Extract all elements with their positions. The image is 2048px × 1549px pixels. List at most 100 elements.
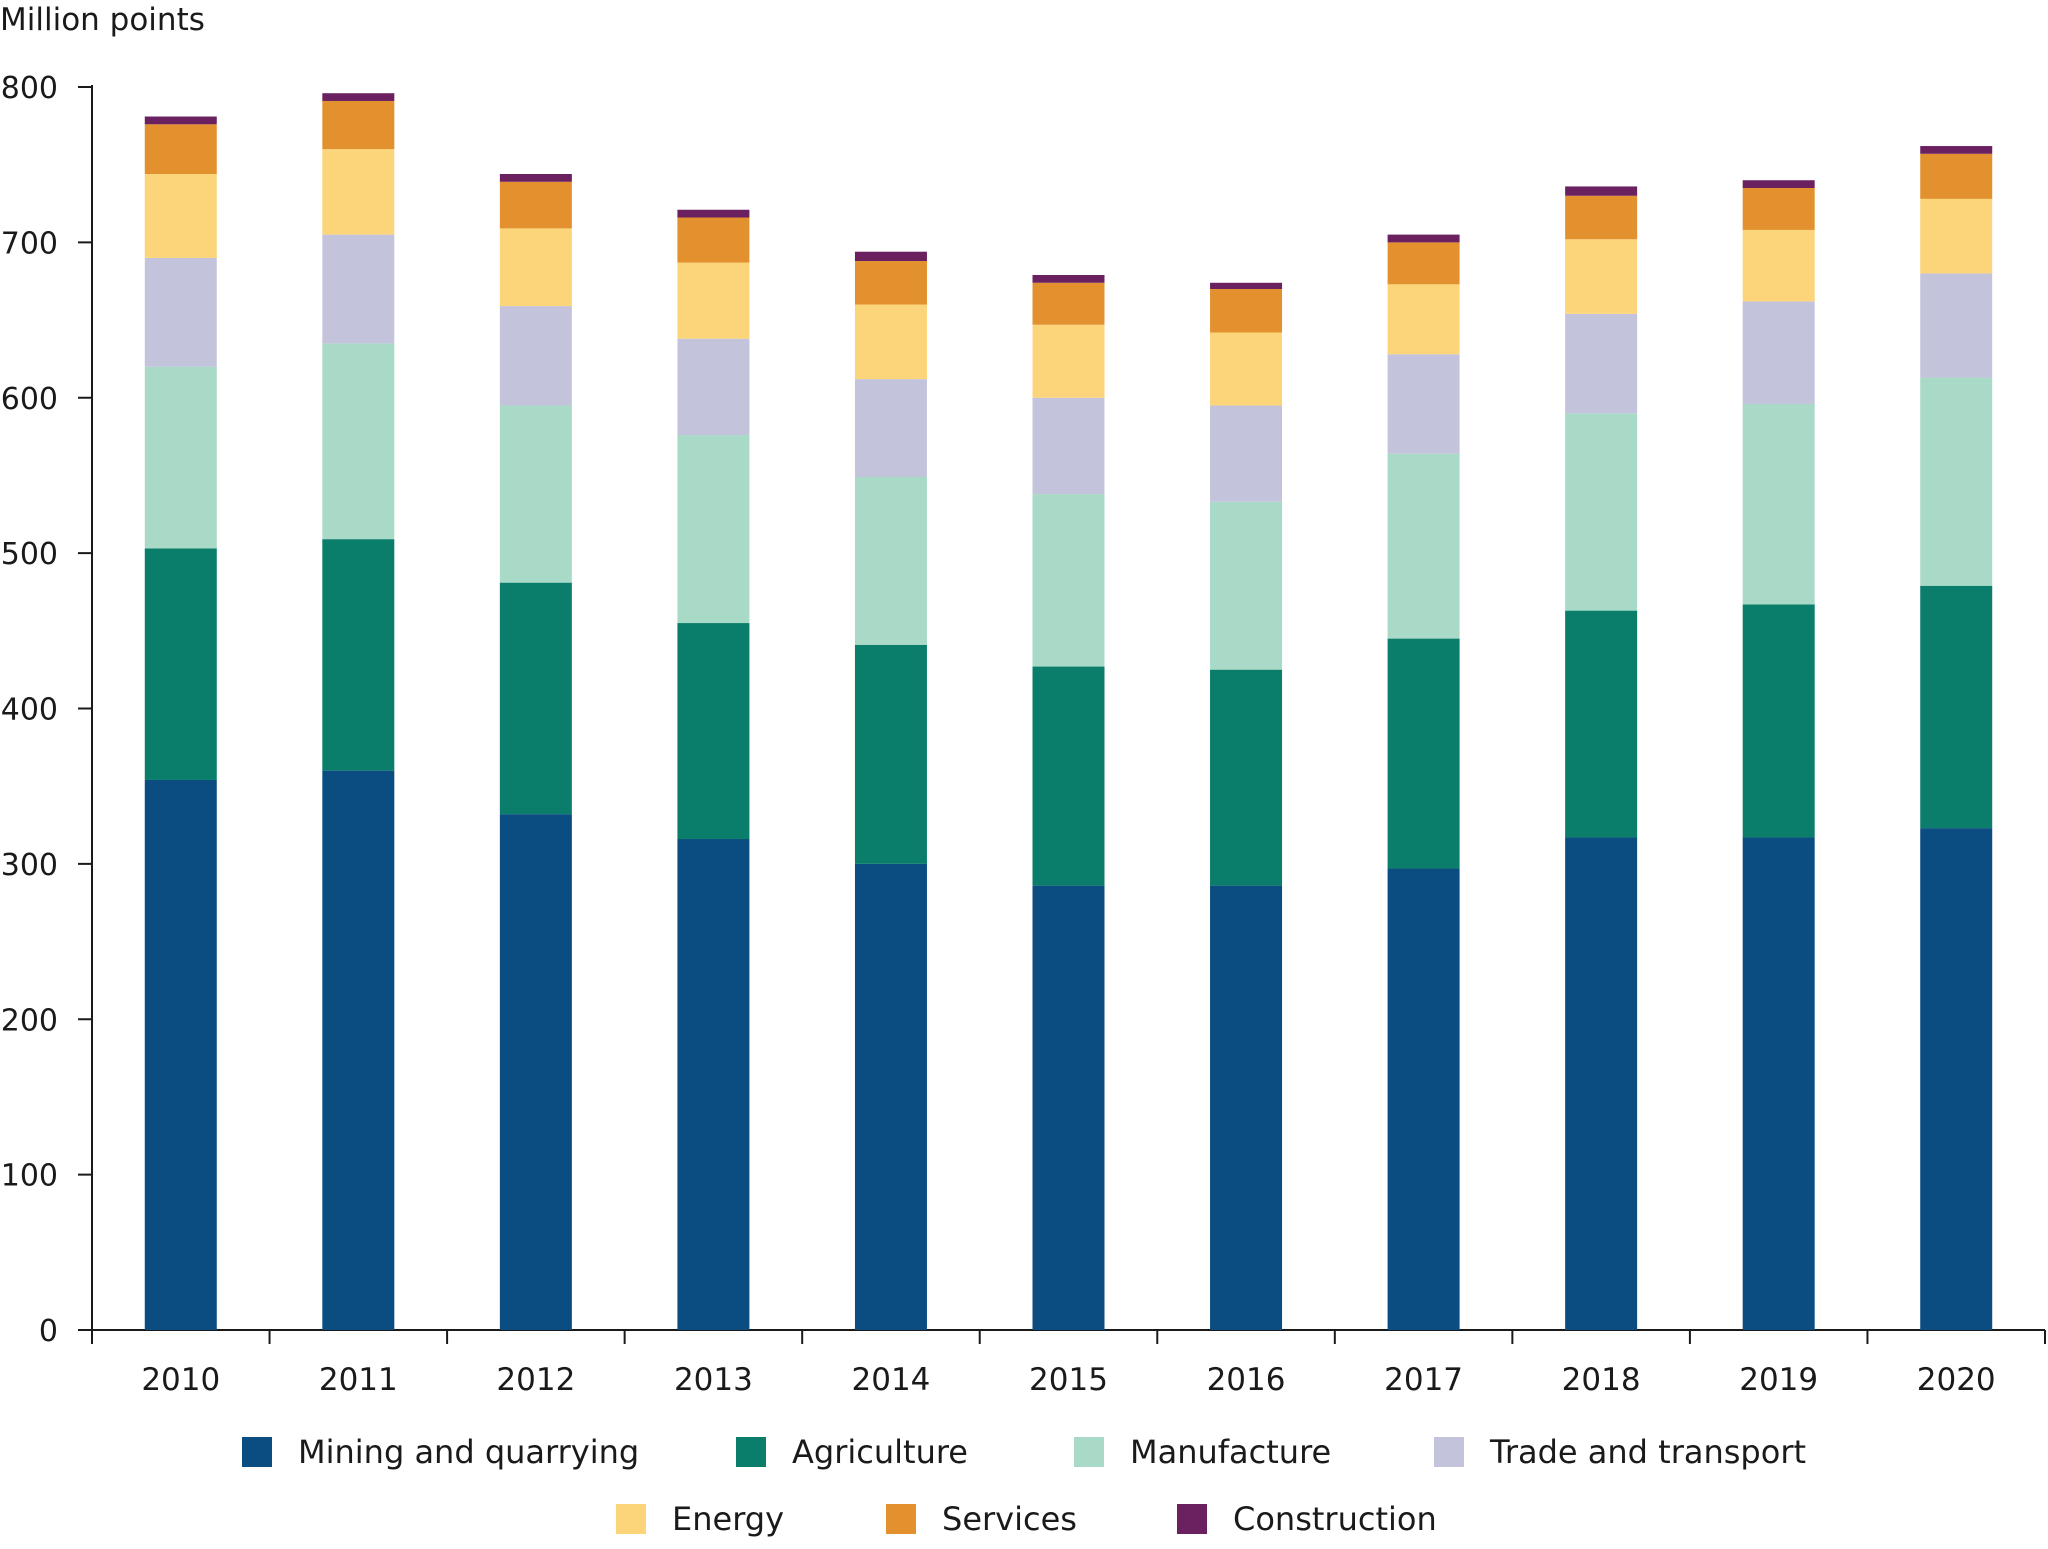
bar-segment-construction-2013 xyxy=(677,209,750,218)
legend-item-agriculture: Agriculture xyxy=(736,1422,968,1482)
bar-segment-energy-2012 xyxy=(499,228,572,307)
x-tick-label: 2017 xyxy=(1384,1362,1463,1398)
bar-segment-manufacture-2014 xyxy=(854,476,927,645)
bar-segment-services-2019 xyxy=(1742,187,1815,230)
x-tick-label: 2019 xyxy=(1739,1362,1818,1398)
bar-segment-energy-2019 xyxy=(1742,229,1815,302)
bar-segment-services-2010 xyxy=(144,124,217,175)
bar-segment-agriculture-2010 xyxy=(144,548,217,780)
y-tick-label: 500 xyxy=(1,537,58,572)
y-tick-label: 400 xyxy=(1,693,58,728)
legend-item-trade-and-transport: Trade and transport xyxy=(1434,1422,1806,1482)
bar-segment-agriculture-2014 xyxy=(854,644,927,864)
bar-segment-energy-2016 xyxy=(1210,332,1283,406)
bar-segment-energy-2011 xyxy=(322,149,395,235)
x-tick-label: 2018 xyxy=(1562,1362,1641,1398)
legend-label: Trade and transport xyxy=(1490,1433,1807,1471)
bar-segment-energy-2017 xyxy=(1387,284,1460,355)
bar-segment-construction-2020 xyxy=(1920,146,1993,154)
y-axis-title: Million points xyxy=(0,2,205,38)
bar-segment-mining-and-quarrying-2018 xyxy=(1565,837,1638,1330)
bar-segment-energy-2018 xyxy=(1565,239,1638,314)
bar-segment-construction-2017 xyxy=(1387,234,1460,243)
bar-segment-manufacture-2015 xyxy=(1032,494,1105,667)
bar-segment-trade-and-transport-2018 xyxy=(1565,313,1638,414)
x-tick-label: 2015 xyxy=(1029,1362,1108,1398)
x-tick-label: 2014 xyxy=(852,1362,931,1398)
bar-segment-trade-and-transport-2013 xyxy=(677,338,750,436)
x-tick-label: 2011 xyxy=(319,1362,398,1398)
bar-segment-manufacture-2016 xyxy=(1210,501,1283,670)
legend-swatch xyxy=(1074,1437,1104,1467)
legend-item-construction: Construction xyxy=(1177,1489,1437,1549)
bar-segment-manufacture-2012 xyxy=(499,405,572,583)
bar-segment-mining-and-quarrying-2020 xyxy=(1920,828,1993,1330)
bar-segment-services-2016 xyxy=(1210,288,1283,333)
bar-segment-manufacture-2017 xyxy=(1387,453,1460,639)
legend-label: Services xyxy=(942,1500,1077,1538)
y-tick-label: 200 xyxy=(1,1003,58,1038)
y-axis: 0 100 200 300 400 500 600 700 800 xyxy=(1,71,93,1349)
bar-segment-services-2020 xyxy=(1920,153,1993,199)
bar-segment-agriculture-2016 xyxy=(1210,669,1283,886)
bar-segment-mining-and-quarrying-2011 xyxy=(322,770,395,1330)
legend-item-services: Services xyxy=(886,1489,1077,1549)
bar-segment-construction-2018 xyxy=(1565,186,1638,196)
legend-swatch xyxy=(242,1437,272,1467)
bar-segment-mining-and-quarrying-2012 xyxy=(499,814,572,1330)
bar-segment-energy-2013 xyxy=(677,262,750,339)
bar-segment-construction-2010 xyxy=(144,116,217,125)
bar-segment-agriculture-2018 xyxy=(1565,610,1638,838)
bar-segment-mining-and-quarrying-2010 xyxy=(144,779,217,1330)
legend-swatch xyxy=(1434,1437,1464,1467)
bar-segment-energy-2020 xyxy=(1920,198,1993,274)
bar-segment-trade-and-transport-2017 xyxy=(1387,354,1460,454)
bar-segment-construction-2014 xyxy=(854,251,927,262)
legend-label: Manufacture xyxy=(1130,1433,1332,1471)
bar-segment-energy-2014 xyxy=(854,304,927,380)
x-tick-label: 2013 xyxy=(674,1362,753,1398)
legend-label: Mining and quarrying xyxy=(298,1433,640,1471)
legend: Mining and quarrying Agriculture Manufactu… xyxy=(0,1422,2048,1482)
bar-segment-mining-and-quarrying-2014 xyxy=(854,863,927,1330)
bar-segment-trade-and-transport-2011 xyxy=(322,234,395,344)
y-tick-label: 0 xyxy=(39,1314,58,1349)
bar-segment-services-2015 xyxy=(1032,282,1105,325)
bar-segment-trade-and-transport-2014 xyxy=(854,379,927,477)
x-tick-label: 2020 xyxy=(1917,1362,1996,1398)
bar-segment-mining-and-quarrying-2013 xyxy=(677,839,750,1330)
bar-segment-services-2017 xyxy=(1387,242,1460,285)
bar-segment-agriculture-2013 xyxy=(677,623,750,840)
x-tick-label: 2012 xyxy=(496,1362,575,1398)
x-axis: 2010 2011 2012 2013 2014 2015 2016 2017 2018 2019… xyxy=(90,1329,2046,1398)
bar-segment-agriculture-2017 xyxy=(1387,638,1460,869)
legend-item-manufacture: Manufacture xyxy=(1074,1422,1331,1482)
bar-segment-services-2012 xyxy=(499,181,572,229)
bar-segment-manufacture-2011 xyxy=(322,343,395,540)
bar-segment-construction-2016 xyxy=(1210,282,1283,289)
y-tick-label: 800 xyxy=(1,71,58,106)
legend-item-mining-and-quarrying: Mining and quarrying xyxy=(242,1422,639,1482)
bars xyxy=(144,93,1993,1330)
y-tick-label: 700 xyxy=(1,226,58,261)
legend-swatch xyxy=(616,1504,646,1534)
bar-segment-construction-2012 xyxy=(499,174,572,182)
y-tick-label: 300 xyxy=(1,848,58,883)
bar-segment-agriculture-2015 xyxy=(1032,666,1105,886)
bar-segment-services-2014 xyxy=(854,261,927,305)
y-tick-label: 600 xyxy=(1,382,58,417)
bar-segment-energy-2010 xyxy=(144,174,217,258)
bar-segment-trade-and-transport-2012 xyxy=(499,306,572,406)
x-tick-label: 2010 xyxy=(141,1362,220,1398)
legend-label: Agriculture xyxy=(792,1433,968,1471)
legend-item-energy: Energy xyxy=(616,1489,784,1549)
bar-segment-manufacture-2019 xyxy=(1742,403,1815,605)
legend-label: Energy xyxy=(672,1500,785,1538)
legend-label: Construction xyxy=(1233,1500,1437,1538)
bar-segment-trade-and-transport-2020 xyxy=(1920,273,1993,378)
y-tick-label: 100 xyxy=(1,1159,58,1194)
legend-row-2: Energy Services Construction xyxy=(0,1489,2048,1549)
bar-segment-trade-and-transport-2016 xyxy=(1210,405,1283,502)
bar-segment-manufacture-2013 xyxy=(677,435,750,624)
